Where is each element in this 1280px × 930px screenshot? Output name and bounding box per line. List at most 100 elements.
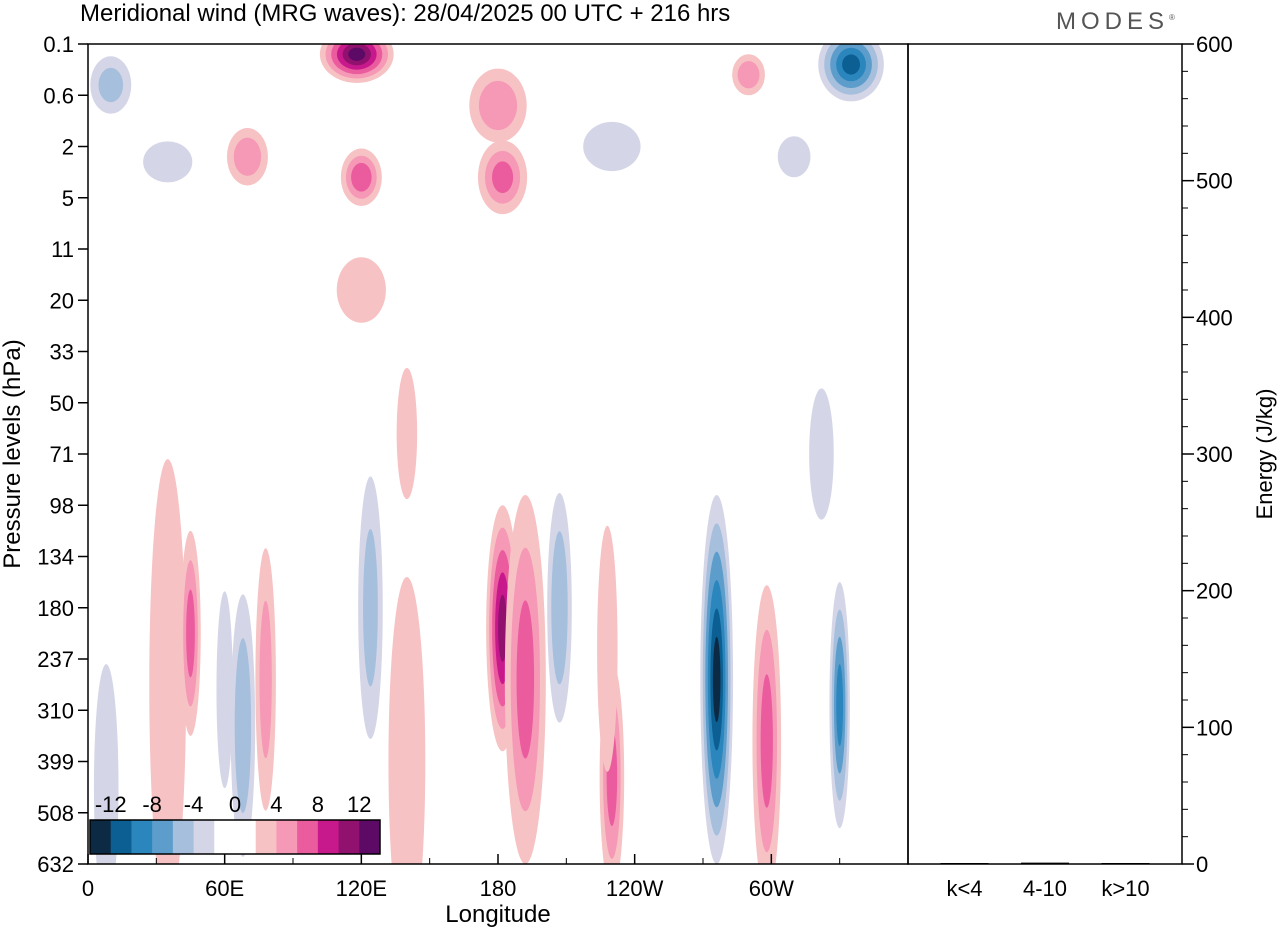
wind-band (98, 67, 124, 103)
wind-anomaly-22 (340, 148, 382, 206)
energy-tick-label: 400 (1196, 305, 1233, 330)
wind-band (809, 388, 834, 520)
wind-band (760, 674, 773, 808)
y-tick-label: 33 (50, 340, 74, 365)
wind-band (233, 137, 262, 176)
y-tick-label: 0.6 (43, 83, 74, 108)
wind-anomaly-2 (230, 594, 256, 857)
energy-tick-label: 100 (1196, 715, 1233, 740)
wind-anomaly-25 (583, 121, 641, 172)
wind-band (388, 577, 426, 864)
energy-axis: 0 100 200 300 400 500 600 (1182, 32, 1233, 877)
wind-anomaly-10 (504, 495, 546, 864)
wind-anomaly-14 (700, 495, 734, 864)
wind-band (336, 257, 386, 323)
colorbar-label: -4 (184, 792, 204, 817)
colorbar-swatch (214, 820, 236, 854)
wind-band (777, 136, 811, 178)
y-axis-label: Pressure levels (hPa) (0, 339, 26, 568)
colorbar: -12 -8 -4 0 4 8 12 (89, 792, 381, 855)
x-tick-label: 120W (606, 876, 664, 901)
colorbar-label: 8 (312, 792, 324, 817)
wind-anomaly-23 (469, 68, 527, 143)
energy-bar (1101, 863, 1150, 864)
energy-category-label: 4-10 (1023, 876, 1067, 901)
colorbar-swatch (152, 820, 174, 854)
x-tick-label: 60E (205, 876, 244, 901)
wind-band (348, 47, 366, 61)
energy-axis-label: Energy (J/kg) (1252, 389, 1277, 520)
x-tick-label: 60W (749, 876, 794, 901)
wind-band (149, 459, 187, 864)
wind-band (143, 141, 193, 183)
wind-anomaly-5 (93, 664, 119, 864)
energy-tick-label: 600 (1196, 32, 1233, 57)
colorbar-frame (89, 819, 381, 855)
wind-anomaly-19 (818, 44, 884, 102)
wind-band (712, 636, 721, 723)
wind-band (516, 600, 535, 759)
wind-band (259, 600, 272, 759)
wind-band (186, 589, 195, 678)
wind-band (478, 80, 518, 131)
energy-category-label: k>10 (1101, 876, 1149, 901)
wind-anomaly-3 (216, 591, 233, 789)
wind-band (836, 664, 844, 747)
wind-anomaly-15 (752, 585, 782, 864)
wind-anomaly-0 (149, 459, 187, 864)
colorbar-label: 0 (229, 792, 241, 817)
colorbar-swatch (338, 820, 360, 854)
y-tick-label: 2 (62, 135, 74, 160)
wind-anomaly-11 (547, 492, 572, 723)
x-axis: 0 60E 120E 180 120W 60W (82, 854, 841, 901)
energy-category-label: k<4 (946, 876, 982, 901)
wind-band (583, 121, 641, 172)
y-tick-label: 180 (37, 596, 74, 621)
energy-tick-label: 0 (1196, 852, 1208, 877)
x-tick-label: 180 (480, 876, 517, 901)
colorbar-swatch (235, 820, 257, 854)
wind-anomaly-20 (90, 56, 132, 114)
wind-band (492, 161, 514, 194)
wind-anomaly-6 (388, 577, 426, 864)
energy-tick-label: 200 (1196, 579, 1233, 604)
wind-band (551, 531, 568, 685)
wind-band (363, 529, 378, 687)
y-axis: 0.1 0.6 2 5 11 20 33 50 71 98 134 180 237 310 399 508 63… (37, 32, 88, 877)
y-tick-label: 399 (37, 750, 74, 775)
colorbar-swatch (255, 820, 277, 854)
y-tick-label: 71 (50, 442, 74, 467)
y-tick-label: 310 (37, 698, 74, 723)
wind-band (93, 664, 119, 864)
wind-band (351, 162, 372, 192)
y-tick-label: 134 (37, 545, 74, 570)
colorbar-label: 4 (270, 792, 282, 817)
wind-band (597, 525, 618, 772)
wind-band (396, 367, 418, 500)
colorbar-swatch (276, 820, 298, 854)
energy-bars: k<4 4-10 k>10 (940, 862, 1150, 901)
wind-band (234, 638, 252, 814)
wind-band (737, 61, 760, 89)
wind-band (498, 594, 508, 662)
colorbar-swatch (297, 820, 319, 854)
y-tick-label: 0.1 (43, 32, 74, 57)
wind-band (842, 54, 861, 75)
energy-tick-label: 500 (1196, 169, 1233, 194)
colorbar-swatch (110, 820, 132, 854)
wind-anomaly-26 (732, 54, 765, 96)
wind-anomaly-17 (809, 388, 834, 520)
y-tick-label: 20 (50, 288, 74, 313)
y-tick-label: 11 (51, 237, 74, 262)
wind-anomaly-28 (336, 257, 386, 323)
wind-anomaly-8 (396, 367, 418, 500)
colorbar-label: -12 (95, 792, 127, 817)
y-tick-label: 508 (37, 801, 74, 826)
y-tick-label: 50 (50, 391, 74, 416)
energy-bar (1021, 862, 1069, 864)
energy-panel-frame (907, 43, 1183, 865)
heatmap-plot (90, 44, 884, 864)
wind-anomaly-27 (143, 141, 193, 183)
